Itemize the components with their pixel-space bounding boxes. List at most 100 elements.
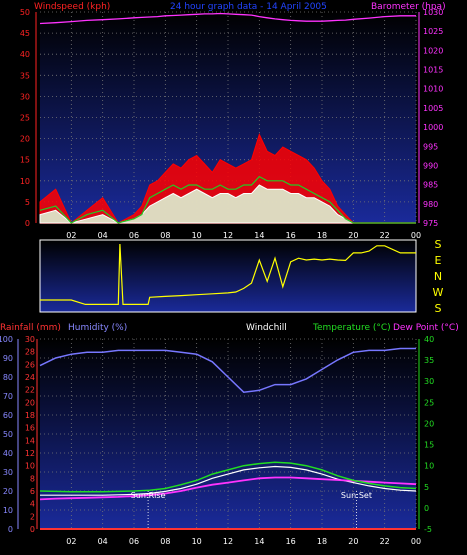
rainfall-y-tick-label: 4: [30, 500, 35, 509]
barometer-y-tick-label: 1000: [423, 123, 443, 132]
wind-x-tick-label: 06: [129, 231, 139, 240]
wind-x-tick-label: 22: [380, 231, 390, 240]
rainfall-y-tick-label: 16: [25, 424, 35, 433]
humidity-y-tick-label: 30: [3, 468, 13, 477]
temp-x-tick-label: 14: [254, 537, 264, 546]
barometer-y-tick-label: 1020: [423, 46, 443, 55]
temperature-label: Temperature (°C): [312, 323, 391, 333]
rainfall-y-tick-label: 6: [30, 487, 35, 496]
barometer-y-tick-label: 980: [423, 200, 438, 209]
wind-y-tick-label: 0: [25, 219, 30, 228]
barometer-y-tick-label: 995: [423, 142, 438, 151]
rainfall-y-tick-label: 8: [30, 474, 35, 483]
direction-y-tick-label: E: [435, 254, 442, 267]
wind-y-tick-label: 40: [20, 50, 30, 59]
temp-x-tick-label: 10: [192, 537, 202, 546]
windchill-series: [40, 465, 417, 496]
temperature-y-tick-label: 25: [424, 398, 434, 407]
rainfall-label: Rainfall (mm): [0, 323, 61, 333]
barometer-y-tick-label: 1010: [423, 85, 443, 94]
barometer-series: [39, 12, 416, 25]
rainfall-y-tick-label: 20: [25, 398, 35, 407]
rainfall-y-tick-label: 24: [25, 373, 35, 382]
humidity-label: Humidity (%): [68, 323, 127, 333]
rainfall-y-tick-label: 18: [25, 411, 35, 420]
temp-x-tick-label: 00: [411, 537, 421, 546]
temp-x-tick-label: 18: [317, 537, 327, 546]
humidity-y-tick-label: 10: [3, 506, 13, 515]
direction-y-tick-label: S: [435, 238, 442, 251]
wind-average2-series: [39, 175, 416, 224]
temperature-y-tick-label: 10: [424, 462, 434, 471]
temperature-y-tick-label: 20: [424, 419, 434, 428]
temperature-series: [39, 461, 417, 493]
barometer-y-tick-label: 1005: [423, 104, 443, 113]
temp-x-tick-label: 02: [66, 537, 76, 546]
wind-x-tick-label: 14: [254, 231, 264, 240]
humidity-y-tick-label: 70: [3, 392, 13, 401]
rainfall-y-tick-label: 26: [25, 360, 35, 369]
date-title: 24 hour graph data - 14 April 2005: [170, 2, 327, 12]
humidity-series: [39, 347, 416, 393]
wind-x-tick-label: 00: [411, 231, 421, 240]
wind-y-tick-label: 45: [20, 29, 30, 38]
rainfall-y-tick-label: 10: [25, 462, 35, 471]
barometer-y-tick-label: 975: [423, 219, 438, 228]
temp-x-tick-label: 04: [98, 537, 108, 546]
temperature-y-tick-label: 30: [424, 377, 434, 386]
barometer-label: Barometer (hpa): [371, 2, 446, 12]
wind-y-tick-label: 5: [25, 198, 30, 207]
barometer-y-tick-label: 985: [423, 181, 438, 190]
barometer-y-tick-label: 1025: [423, 27, 443, 36]
temperature-y-tick-label: 40: [424, 335, 434, 344]
temp-x-tick-label: 12: [223, 537, 233, 546]
rainfall-y-tick-label: 0: [30, 525, 35, 534]
wind-y-tick-label: 30: [20, 92, 30, 101]
temp-x-tick-label: 20: [348, 537, 358, 546]
wind-x-tick-label: 04: [98, 231, 108, 240]
temp-x-tick-label: 06: [129, 537, 139, 546]
rainfall-y-tick-label: 28: [25, 348, 35, 357]
sunset-annotation: Sun:Set: [341, 491, 372, 500]
humidity-y-tick-label: 60: [3, 411, 13, 420]
direction-y-tick-label: W: [433, 286, 444, 299]
humidity-y-tick-label: 80: [3, 373, 13, 382]
wind-y-tick-label: 50: [20, 8, 30, 17]
temp-x-tick-label: 22: [380, 537, 390, 546]
humidity-y-tick-label: 20: [3, 487, 13, 496]
temperature-y-tick-label: 5: [424, 483, 429, 492]
wind-x-tick-label: 12: [223, 231, 233, 240]
temp-x-tick-label: 16: [286, 537, 296, 546]
direction-plot-area: [39, 239, 417, 313]
temperature-y-tick-label: 0: [424, 504, 429, 513]
temp-x-tick-label: 08: [160, 537, 170, 546]
temperature-y-tick-label: 35: [424, 356, 434, 365]
humidity-y-tick-label: 100: [0, 335, 13, 344]
temperature-y-tick-label: -5: [424, 525, 432, 534]
windchill-label: Windchill: [246, 323, 287, 333]
wind-direction-series: [40, 243, 416, 305]
wind-x-tick-label: 20: [348, 231, 358, 240]
barometer-y-tick-label: 990: [423, 161, 438, 170]
sunrise-annotation: Sun:Rise: [131, 491, 166, 500]
wind-x-tick-label: 08: [160, 231, 170, 240]
wind-x-tick-label: 18: [317, 231, 327, 240]
wind-y-tick-label: 10: [20, 177, 30, 186]
rainfall-y-tick-label: 12: [25, 449, 35, 458]
humidity-y-tick-label: 90: [3, 354, 13, 363]
wind-y-tick-label: 35: [20, 71, 30, 80]
rainfall-y-tick-label: 30: [25, 335, 35, 344]
rainfall-y-tick-label: 14: [25, 436, 35, 445]
dewpoint-label: Dew Point (°C): [393, 323, 459, 333]
humidity-y-tick-label: 0: [8, 525, 13, 534]
humidity-y-tick-label: 40: [3, 449, 13, 458]
wind-x-tick-label: 10: [192, 231, 202, 240]
windspeed-label: Windspeed (kph): [34, 2, 110, 12]
rainfall-y-tick-label: 22: [25, 386, 35, 395]
wind-y-tick-label: 15: [20, 156, 30, 165]
temperature-y-tick-label: 15: [424, 441, 434, 450]
wind-y-tick-label: 20: [20, 135, 30, 144]
direction-y-tick-label: N: [434, 270, 442, 283]
wind-x-tick-label: 02: [66, 231, 76, 240]
